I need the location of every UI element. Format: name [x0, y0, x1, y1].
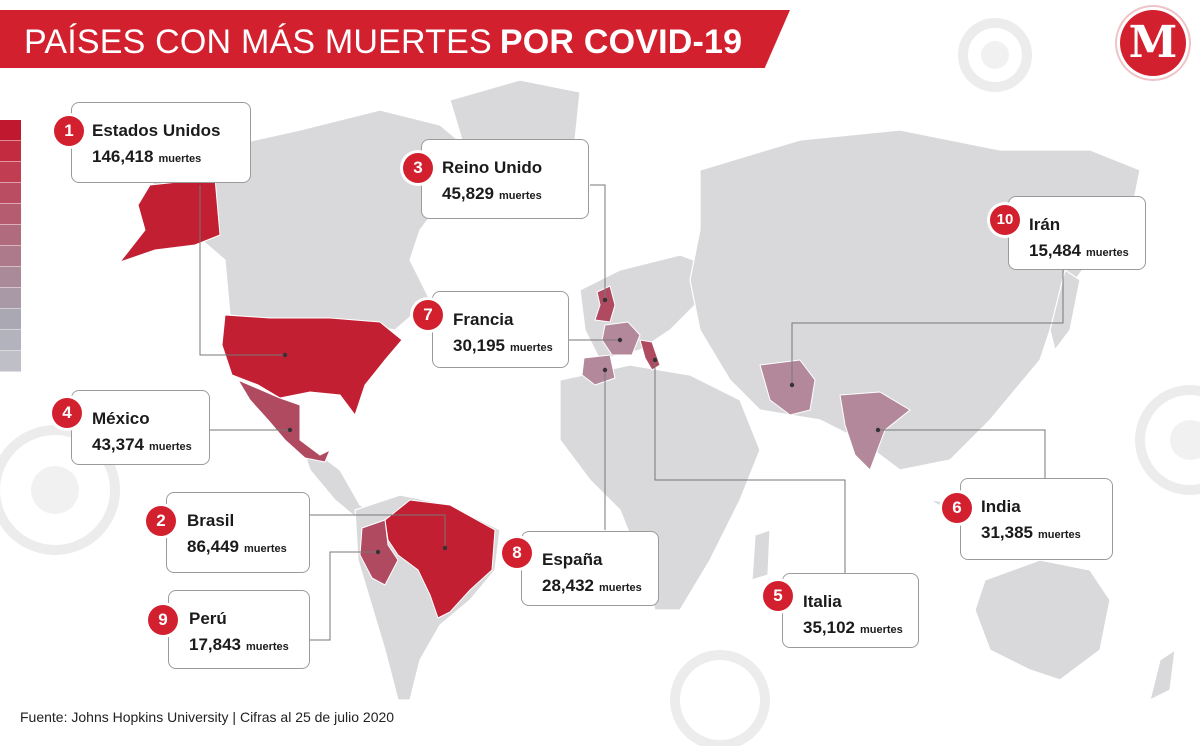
rank-badge-1: 1	[54, 116, 84, 146]
death-count: 30,195 muertes	[453, 336, 553, 355]
card-mexico: México 43,374 muertes	[71, 390, 210, 465]
india-shape	[839, 391, 911, 471]
source-note: Fuente: Johns Hopkins University | Cifra…	[20, 709, 395, 725]
rank-badge-10: 10	[990, 205, 1020, 235]
card-iran: Irán 15,484 muertes	[1008, 196, 1146, 270]
italy-shape	[639, 339, 661, 371]
legend-swatch	[0, 309, 21, 330]
legend-swatch	[0, 288, 21, 309]
death-count: 15,484 muertes	[1029, 241, 1129, 260]
leader-dots	[282, 297, 881, 555]
uk-shape	[594, 285, 616, 323]
legend-swatch	[0, 162, 21, 183]
legend-swatch	[0, 351, 21, 372]
death-count: 146,418 muertes	[92, 147, 202, 166]
country-name: Perú	[189, 609, 227, 628]
death-count: 43,374 muertes	[92, 435, 192, 454]
japan	[1049, 269, 1081, 352]
virus-decoration	[0, 18, 1200, 746]
death-count: 28,432 muertes	[542, 576, 642, 595]
alaska-shape	[118, 177, 221, 264]
death-count: 86,449 muertes	[187, 537, 287, 556]
rank-badge-2: 2	[146, 506, 176, 536]
mexico-shape	[236, 378, 331, 463]
death-count: 31,385 muertes	[981, 523, 1081, 542]
title-bold: POR COVID-19	[499, 23, 743, 61]
logo-letter: M	[1128, 17, 1178, 68]
card-peru: Perú 17,843 muertes	[168, 590, 310, 669]
legend-swatch	[0, 225, 21, 246]
card-estados-unidos: Estados Unidos 146,418 muertes	[71, 102, 251, 183]
australia	[974, 559, 1111, 681]
card-italia: Italia 35,102 muertes	[782, 573, 919, 648]
death-count: 17,843 muertes	[189, 635, 289, 654]
madagascar	[751, 529, 771, 581]
rank-badge-6: 6	[942, 493, 972, 523]
title-banner	[0, 10, 790, 68]
country-name: Irán	[1029, 215, 1061, 234]
legend-swatch	[0, 141, 21, 162]
card-reino-unido: Reino Unido 45,829 muertes	[421, 139, 589, 219]
rank-badge-5: 5	[763, 581, 793, 611]
rank-badge-7: 7	[413, 300, 443, 330]
rank-badge-4: 4	[52, 398, 82, 428]
country-name: Francia	[453, 310, 514, 329]
card-brasil: Brasil 86,449 muertes	[166, 492, 310, 573]
color-scale-legend	[0, 120, 21, 372]
leader-lines	[199, 184, 1064, 641]
milenio-logo: M	[1120, 10, 1186, 76]
death-count: 35,102 muertes	[803, 618, 903, 637]
country-name: Estados Unidos	[92, 121, 221, 140]
legend-swatch	[0, 183, 21, 204]
iran-shape	[759, 359, 816, 416]
title-light: PAÍSES CON MÁS MUERTES	[24, 23, 492, 61]
country-name: España	[542, 550, 603, 569]
legend-swatch	[0, 330, 21, 351]
new-zealand	[1149, 648, 1176, 702]
country-name: India	[981, 497, 1021, 516]
country-name: México	[92, 409, 150, 428]
brazil-shape	[384, 499, 496, 619]
rank-badge-9: 9	[148, 605, 178, 635]
rank-badge-3: 3	[403, 153, 433, 183]
rank-badge-8: 8	[502, 538, 532, 568]
death-count: 45,829 muertes	[442, 184, 542, 203]
africa	[559, 364, 761, 611]
legend-swatch	[0, 267, 21, 288]
country-name: Italia	[803, 592, 842, 611]
legend-swatch	[0, 246, 21, 267]
legend-swatch	[0, 120, 21, 141]
page-title: PAÍSES CON MÁS MUERTES POR COVID-19	[24, 22, 742, 62]
card-francia: Francia 30,195 muertes	[432, 291, 569, 368]
card-espana: España 28,432 muertes	[521, 531, 659, 606]
virus-decoration-core	[31, 41, 1200, 514]
usa-shape	[221, 314, 403, 417]
card-india: India 31,385 muertes	[960, 478, 1113, 560]
legend-swatch	[0, 204, 21, 225]
country-name: Reino Unido	[442, 158, 543, 177]
country-name: Brasil	[187, 511, 235, 530]
